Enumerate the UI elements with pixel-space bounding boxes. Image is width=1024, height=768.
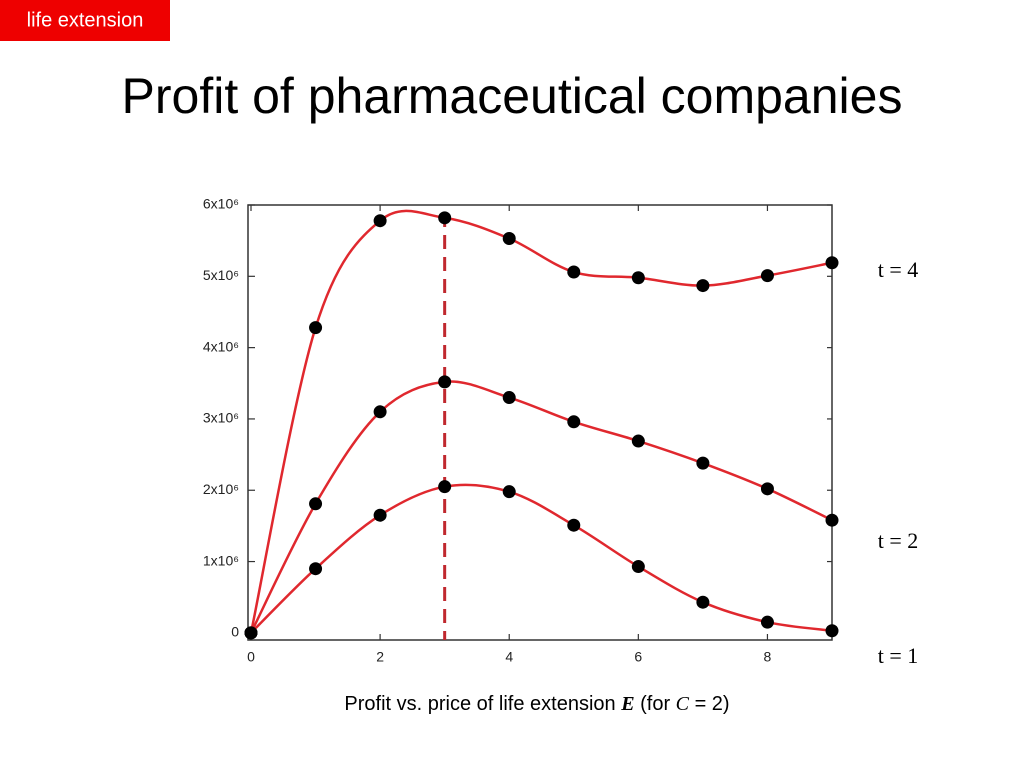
- caption-part: Profit vs. price of life extension: [344, 693, 621, 715]
- x-tick-label: 4: [505, 649, 513, 665]
- series-label: t = 4: [878, 257, 919, 282]
- series-label: t = 1: [878, 643, 919, 668]
- data-point: [760, 615, 774, 629]
- data-point: [373, 214, 387, 228]
- x-tick-label: 8: [764, 649, 772, 665]
- y-tick-label: 4x10⁶: [203, 338, 239, 354]
- data-point: [502, 485, 516, 499]
- data-point: [631, 434, 645, 448]
- data-point: [502, 232, 516, 246]
- data-point: [567, 518, 581, 532]
- series-curve: [249, 380, 833, 634]
- series-label: t = 2: [878, 528, 919, 553]
- data-point: [309, 497, 323, 511]
- caption-part: E: [620, 693, 634, 715]
- data-point: [567, 265, 581, 279]
- data-point: [696, 456, 710, 470]
- series-curve: [249, 209, 833, 634]
- data-point: [309, 321, 323, 335]
- data-point: [696, 595, 710, 609]
- data-point: [631, 560, 645, 574]
- data-point: [438, 480, 452, 494]
- data-point: [438, 375, 452, 389]
- y-tick-label: 1x10⁶: [203, 552, 239, 568]
- data-point: [825, 624, 839, 638]
- tag: life extension: [27, 9, 144, 31]
- y-tick-label: 3x10⁶: [203, 410, 239, 426]
- data-point: [309, 562, 323, 576]
- y-tick-label: 5x10⁶: [203, 267, 239, 283]
- data-point: [502, 391, 516, 405]
- y-tick-label: 6x10⁶: [203, 196, 239, 212]
- caption-part: (for: [635, 693, 676, 715]
- x-tick-label: 6: [634, 649, 642, 665]
- data-point: [825, 513, 839, 527]
- data-point: [373, 405, 387, 419]
- data-point: [631, 271, 645, 285]
- x-tick-label: 0: [247, 649, 255, 665]
- plot: 0 1x10⁶ 2x10⁶ 3x10⁶ 4x10⁶ 5x10⁶ 6x10⁶ 0 2 4 6 8 t = …: [203, 196, 918, 668]
- x-tick-label: 2: [376, 649, 384, 665]
- caption-part: = 2): [689, 693, 730, 715]
- data-point: [696, 279, 710, 293]
- data-point: [825, 256, 839, 270]
- data-point: [373, 508, 387, 522]
- data-point: [438, 211, 452, 225]
- data-point: [760, 269, 774, 283]
- slide-title: Profit of pharmaceutical companies: [122, 68, 903, 124]
- tag-box: [0, 0, 170, 41]
- caption-part: C: [676, 693, 690, 715]
- y-tick-label: 2x10⁶: [203, 481, 239, 497]
- series-curve: [250, 483, 833, 634]
- caption: Profit vs. price of life extension E (fo…: [344, 693, 729, 716]
- data-point: [244, 626, 258, 640]
- data-point: [567, 415, 581, 429]
- data-point: [760, 482, 774, 496]
- plot-frame: [247, 204, 833, 641]
- y-tick-label: 0: [231, 624, 239, 640]
